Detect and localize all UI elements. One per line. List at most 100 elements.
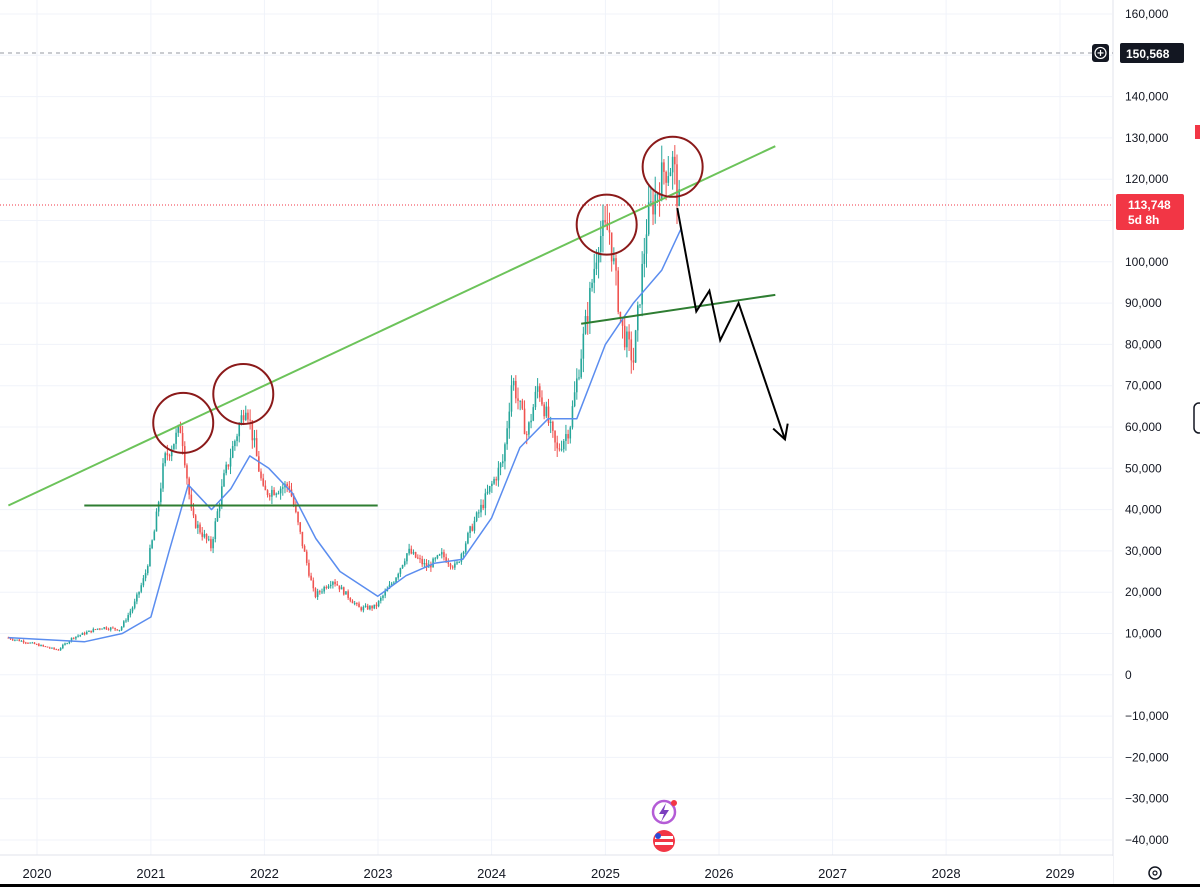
candle-body [543, 404, 545, 417]
candle-body [92, 629, 95, 633]
candle-body [105, 627, 108, 630]
highlight-circle [212, 362, 275, 425]
price-tick-label: 140,000 [1125, 90, 1169, 104]
candle-body [127, 615, 129, 621]
sparkle-ring [651, 799, 677, 825]
candle-body [160, 488, 162, 503]
alert-price-tag: 150,568 [1092, 42, 1184, 63]
candle-body [356, 603, 358, 605]
flag-stripe [655, 842, 673, 845]
candle-body [207, 539, 210, 541]
candle-body [658, 194, 661, 200]
edge-marker [1195, 125, 1200, 139]
candle-body [471, 526, 474, 531]
candle-body [464, 543, 467, 553]
candle-body [35, 644, 38, 646]
candle-body [279, 488, 282, 494]
price-tick-label: 130,000 [1125, 131, 1169, 145]
candle-body [401, 565, 404, 569]
candle-body [125, 620, 127, 622]
candle-body [64, 643, 66, 645]
candle-body [480, 504, 482, 513]
candle-body [136, 594, 138, 602]
time-axis[interactable]: 2020 2021 2022 2023 2024 2025 2026 2027 2028 2029 [0, 856, 1200, 887]
candle-body [669, 172, 672, 177]
candle-body [449, 563, 452, 567]
candle-body [109, 627, 112, 630]
candle-body [580, 358, 582, 378]
candle-body [667, 176, 670, 183]
candle-body [218, 505, 221, 512]
candle-body [630, 339, 633, 361]
price-tick-label: 50,000 [1125, 461, 1162, 475]
price-tick-label: 10,000 [1125, 627, 1162, 641]
candle-body [212, 539, 214, 549]
price-axis[interactable]: 160,000 140,000 130,000 120,000 100,000 90,00… [1092, 0, 1200, 887]
candle-body [308, 562, 310, 576]
candle-body [203, 534, 206, 537]
scroll-handle [1193, 402, 1200, 434]
lightning-glyph [659, 803, 669, 822]
candle-body [371, 605, 373, 609]
time-tick-label: 2028 [932, 866, 961, 881]
candle-body [44, 646, 47, 648]
candle-body [46, 646, 49, 648]
candle-body [390, 583, 393, 585]
candle-body [445, 557, 447, 563]
candle-body [656, 194, 659, 196]
candle-body [177, 425, 180, 433]
candle-body [382, 595, 384, 598]
candle-body [530, 420, 532, 423]
candle-body [652, 201, 654, 215]
candle-body [377, 600, 380, 607]
candle-body [221, 486, 223, 506]
candle-body [610, 232, 613, 262]
candle-body [676, 164, 678, 206]
candle-body [571, 406, 574, 428]
candle-body [558, 448, 561, 450]
settings-gear-icon[interactable] [1148, 866, 1162, 880]
candle-body [654, 194, 657, 215]
candle-body [671, 156, 674, 173]
highlight-circle [152, 391, 215, 454]
price-tick-label: 120,000 [1125, 172, 1169, 186]
candle-body [641, 263, 643, 305]
candle-body [166, 453, 169, 456]
candle-body [14, 639, 16, 641]
time-tick-label: 2023 [364, 866, 393, 881]
candle-body [197, 524, 199, 528]
candle-body [342, 587, 345, 595]
candle-body [369, 605, 371, 610]
candle-body [201, 532, 204, 537]
candle-body [168, 455, 171, 457]
time-tick-label: 2027 [818, 866, 847, 881]
candle-body [170, 449, 173, 457]
candle-body [517, 398, 519, 401]
candle-body [436, 555, 439, 559]
candle-body [24, 642, 27, 644]
candle-body [626, 331, 628, 348]
highlight-circle [641, 135, 704, 198]
plus-circle-icon [1094, 46, 1107, 60]
candle-body [99, 628, 101, 630]
candle-body [602, 220, 604, 237]
candle-body [334, 581, 336, 585]
candle-body [373, 604, 376, 609]
candle-body [419, 558, 421, 560]
candle-body [499, 463, 502, 468]
candle-body [271, 489, 273, 497]
candle-body [438, 554, 441, 556]
time-axis-bg [0, 856, 1113, 887]
candle-body [205, 534, 208, 540]
candle-body [623, 325, 626, 348]
gear-ring [1148, 866, 1162, 880]
candle-body [647, 202, 650, 235]
candle-body [142, 578, 145, 586]
candle-body [88, 630, 90, 632]
price-tick-label: 80,000 [1125, 337, 1162, 351]
candle-body [615, 258, 617, 271]
candle-body [380, 597, 382, 601]
candle-body [423, 563, 426, 565]
candle-body [101, 628, 103, 630]
